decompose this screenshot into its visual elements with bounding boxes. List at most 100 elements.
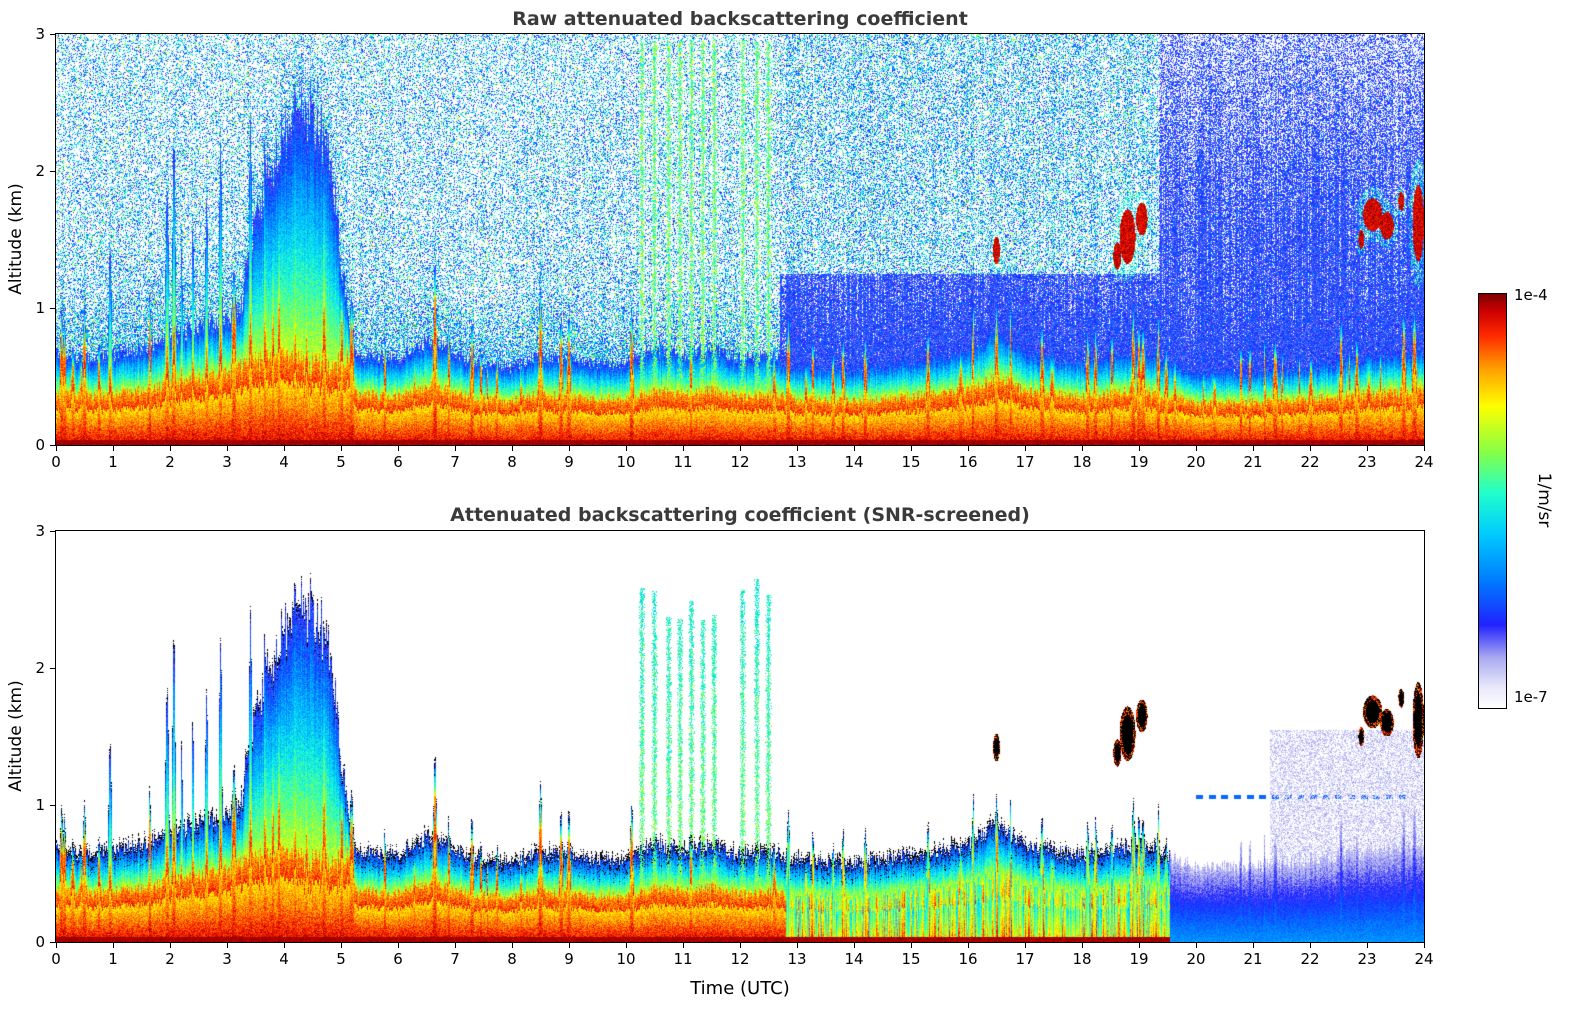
- x-tick-mark: [1253, 446, 1254, 451]
- x-tick-mark: [1082, 943, 1083, 948]
- x-tick-label: 4: [279, 950, 289, 968]
- x-tick-mark: [797, 446, 798, 451]
- x-tick-label: 10: [616, 950, 636, 968]
- y-tick-mark: [50, 805, 55, 806]
- x-tick-label: 13: [787, 453, 807, 471]
- y-tick-label: 3: [35, 25, 45, 43]
- y-tick-label: 0: [35, 933, 45, 951]
- x-tick-mark: [1310, 446, 1311, 451]
- raw-y-axis: 0 1 2 3: [0, 25, 55, 454]
- x-tick-mark: [1196, 446, 1197, 451]
- x-tick-label: 22: [1300, 453, 1320, 471]
- x-tick-mark: [455, 446, 456, 451]
- x-tick-label: 16: [958, 453, 978, 471]
- x-tick-label: 0: [51, 950, 61, 968]
- x-tick-label: 1: [108, 453, 118, 471]
- colorbar-min-label: 1e-7: [1514, 688, 1548, 706]
- colorbar: [1478, 293, 1507, 709]
- x-tick-mark: [1367, 943, 1368, 948]
- x-tick-mark: [56, 446, 57, 451]
- screened-y-axis: 0 1 2 3: [0, 522, 55, 951]
- x-tick-mark: [683, 446, 684, 451]
- y-tick-label: 1: [35, 796, 45, 814]
- x-tick-mark: [1139, 943, 1140, 948]
- x-tick-label: 15: [901, 950, 921, 968]
- raw-panel-title: Raw attenuated backscattering coefficien…: [512, 8, 968, 30]
- x-tick-label: 20: [1186, 453, 1206, 471]
- x-tick-mark: [1196, 943, 1197, 948]
- x-tick-label: 5: [336, 950, 346, 968]
- x-tick-mark: [1424, 943, 1425, 948]
- x-tick-label: 23: [1357, 950, 1377, 968]
- x-tick-mark: [1367, 446, 1368, 451]
- raw-heatmap-panel: [55, 33, 1425, 446]
- x-tick-label: 24: [1414, 950, 1434, 968]
- y-tick-mark: [50, 531, 55, 532]
- x-tick-mark: [512, 943, 513, 948]
- x-tick-label: 8: [507, 950, 517, 968]
- x-tick-label: 13: [787, 950, 807, 968]
- x-tick-label: 7: [450, 453, 460, 471]
- x-tick-label: 21: [1243, 950, 1263, 968]
- x-tick-label: 11: [673, 950, 693, 968]
- x-tick-mark: [626, 446, 627, 451]
- x-tick-mark: [227, 446, 228, 451]
- x-tick-mark: [170, 446, 171, 451]
- x-tick-mark: [113, 446, 114, 451]
- raw-heatmap-canvas: [56, 34, 1424, 445]
- x-tick-mark: [569, 446, 570, 451]
- x-tick-label: 10: [616, 453, 636, 471]
- x-tick-label: 18: [1072, 950, 1092, 968]
- x-tick-label: 12: [730, 453, 750, 471]
- y-tick-mark: [50, 445, 55, 446]
- y-tick-mark: [50, 34, 55, 35]
- x-tick-mark: [968, 446, 969, 451]
- x-tick-label: 0: [51, 453, 61, 471]
- x-tick-mark: [740, 446, 741, 451]
- x-tick-label: 14: [844, 453, 864, 471]
- colorbar-max-label: 1e-4: [1514, 286, 1548, 304]
- x-tick-label: 5: [336, 453, 346, 471]
- y-tick-label: 1: [35, 299, 45, 317]
- x-tick-label: 18: [1072, 453, 1092, 471]
- x-tick-label: 12: [730, 950, 750, 968]
- x-tick-mark: [113, 943, 114, 948]
- x-tick-mark: [797, 943, 798, 948]
- screened-heatmap-canvas: [56, 531, 1424, 942]
- y-tick-label: 3: [35, 522, 45, 540]
- x-tick-mark: [911, 446, 912, 451]
- x-tick-label: 9: [564, 950, 574, 968]
- colorbar-unit-label: 1/m/sr: [1534, 472, 1554, 528]
- y-tick-mark: [50, 308, 55, 309]
- x-tick-mark: [626, 943, 627, 948]
- x-tick-label: 20: [1186, 950, 1206, 968]
- x-tick-label: 19: [1129, 453, 1149, 471]
- raw-y-axis-label: Altitude (km): [6, 183, 26, 295]
- x-tick-label: 17: [1015, 453, 1035, 471]
- x-tick-label: 16: [958, 950, 978, 968]
- x-tick-mark: [854, 446, 855, 451]
- y-tick-mark: [50, 171, 55, 172]
- y-tick-label: 2: [35, 659, 45, 677]
- x-tick-label: 4: [279, 453, 289, 471]
- x-tick-mark: [284, 943, 285, 948]
- x-tick-mark: [1082, 446, 1083, 451]
- x-tick-mark: [683, 943, 684, 948]
- y-tick-mark: [50, 668, 55, 669]
- x-tick-label: 2: [165, 453, 175, 471]
- x-tick-mark: [911, 943, 912, 948]
- x-tick-mark: [512, 446, 513, 451]
- x-tick-label: 21: [1243, 453, 1263, 471]
- x-tick-label: 11: [673, 453, 693, 471]
- x-axis-label: Time (UTC): [690, 978, 790, 999]
- x-tick-label: 3: [222, 453, 232, 471]
- raw-x-axis: 0 1 2 3 4 5 6 7 8 9 10 11 12 13 14 15 16 17 18 19 20 21 22 23 24: [51, 446, 1434, 474]
- x-tick-label: 7: [450, 950, 460, 968]
- x-tick-mark: [227, 943, 228, 948]
- x-tick-label: 15: [901, 453, 921, 471]
- x-tick-mark: [569, 943, 570, 948]
- x-tick-label: 23: [1357, 453, 1377, 471]
- x-tick-mark: [854, 943, 855, 948]
- x-tick-label: 19: [1129, 950, 1149, 968]
